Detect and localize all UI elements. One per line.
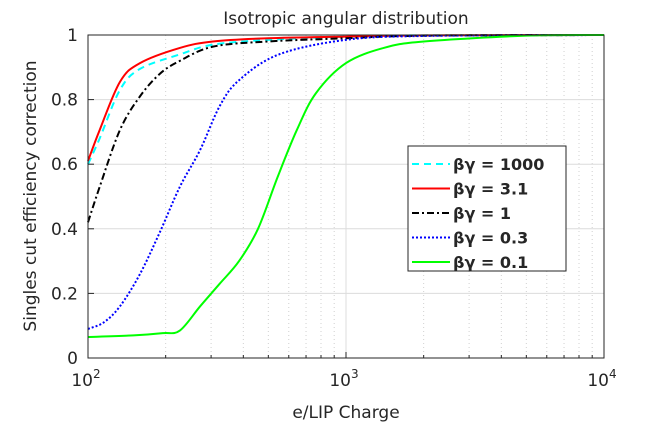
series-line [87,34,605,330]
x-axis-label: e/LIP Charge [292,403,399,423]
y-tick-label: 0.6 [51,155,78,175]
y-tick-label: 0.4 [51,220,78,240]
y-tick-label: 0 [67,349,78,369]
legend-label: βγ = 3.1 [453,180,528,199]
chart-title: Isotropic angular distribution [223,9,468,29]
legend-label: βγ = 0.1 [453,253,528,272]
y-tick-label: 0.8 [51,91,78,111]
series-lines [87,33,605,339]
legend-label: βγ = 1 [453,204,511,223]
legend-label: βγ = 0.3 [453,229,528,248]
x-tick-label: 103 [329,367,358,391]
y-axis-label: Singles cut efficiency correction [21,60,41,331]
legend-label: βγ = 1000 [453,155,544,174]
legend: βγ = 1000 βγ = 3.1 βγ = 1 βγ = 0.3 βγ = 0.1 [407,145,567,272]
legend-box [407,145,567,272]
series-line [87,33,605,339]
ticks: 102 103 104 0 0.2 0.4 0.6 0.8 1 [51,26,617,391]
x-tick-label: 102 [71,367,100,391]
x-tick-label: 104 [587,367,616,391]
y-tick-label: 0.2 [51,284,78,304]
y-tick-label: 1 [67,26,78,46]
